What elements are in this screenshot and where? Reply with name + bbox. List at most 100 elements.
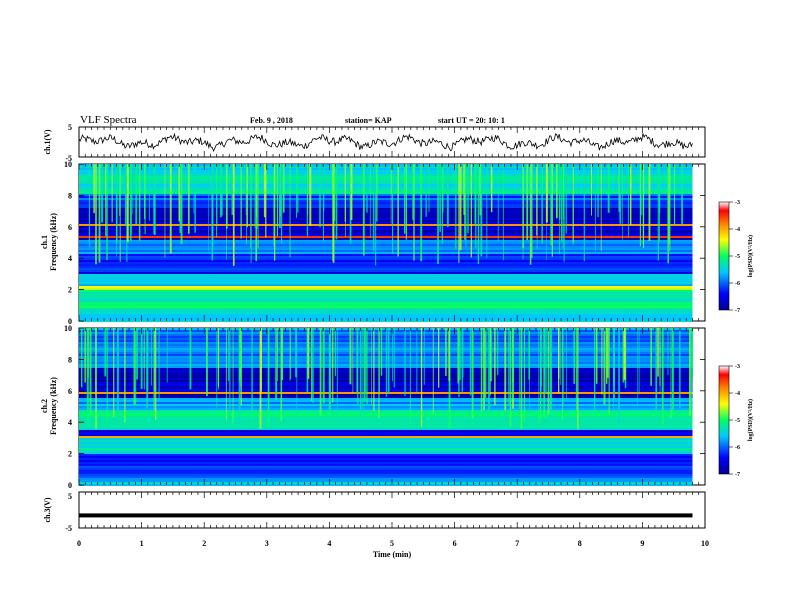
spectrogram-streak xyxy=(512,328,514,400)
spectrogram-row xyxy=(79,224,693,226)
spectrogram-streak xyxy=(541,164,543,244)
spectrogram-row xyxy=(79,216,693,218)
spectrogram-streak xyxy=(281,164,283,244)
spectrogram-streak xyxy=(595,328,598,384)
spectrogram-streak xyxy=(366,328,368,404)
spectrogram-streak xyxy=(387,328,390,394)
spectrogram-streak xyxy=(158,328,160,400)
ch1-colorbar: -3 -4 -5 -6 -7 log(PSD)(V²/Hz) xyxy=(718,200,754,314)
spectrogram-row xyxy=(79,364,693,366)
spectrogram-row xyxy=(79,178,693,180)
spectrogram-row xyxy=(79,198,693,200)
spectrogram-row xyxy=(79,474,693,476)
spectrogram-streak xyxy=(563,164,564,220)
spectrogram-row xyxy=(79,428,693,430)
spectrogram-row xyxy=(79,228,693,230)
spectrogram-streak xyxy=(455,164,457,250)
spectrogram-streak xyxy=(545,164,548,223)
spectrogram-streak xyxy=(613,328,615,400)
spectrogram-streak xyxy=(221,164,223,216)
spectrogram-row xyxy=(79,420,693,422)
spectrogram-streak xyxy=(416,328,418,393)
spectrogram-streak xyxy=(413,164,415,261)
spectrogram-streak xyxy=(282,164,285,213)
spectrogram-streak xyxy=(380,328,383,376)
colorbar-tick-label: -7 xyxy=(735,472,740,478)
spectrogram-row xyxy=(79,204,693,206)
spectrogram-streak xyxy=(256,164,258,229)
spectrogram-row xyxy=(79,400,693,402)
spectrogram-streak xyxy=(263,164,266,218)
spectrogram-streak xyxy=(130,164,132,234)
spectrogram-row xyxy=(79,234,693,236)
spectrogram-row xyxy=(79,270,693,272)
x-tick-label: 8 xyxy=(578,539,582,548)
spectrogram-row xyxy=(79,462,693,464)
spectrogram-streak xyxy=(446,164,449,227)
spectrogram-streak xyxy=(329,328,331,425)
spectrogram-streak xyxy=(151,328,152,386)
spectrogram-streak xyxy=(566,328,567,400)
spectrogram-row xyxy=(79,412,693,414)
x-tick-label: 5 xyxy=(390,539,394,548)
spectrogram-streak xyxy=(420,328,423,427)
spectrogram-streak xyxy=(523,328,526,422)
spectrogram-streak xyxy=(211,164,214,261)
spectrogram-row xyxy=(79,464,693,466)
spectrogram-row xyxy=(79,284,693,286)
spectrogram-streak xyxy=(591,164,592,216)
spectrogram-streak xyxy=(146,328,149,409)
ch2-spectrogram-panel: 0 2 4 6 8 10 ch.2 Frequency (kHz) xyxy=(40,324,706,490)
spectrogram-row xyxy=(79,268,693,270)
colorbar-tick-label: -3 xyxy=(735,364,740,370)
ch1-spec-ylabel-frequency: Frequency (kHz) xyxy=(49,213,58,271)
spectrogram-streak xyxy=(540,328,542,393)
spectrogram-streak xyxy=(497,328,499,376)
spectrogram-streak xyxy=(322,328,325,404)
spectrogram-streak xyxy=(464,164,466,240)
spectrogram-row xyxy=(79,190,693,192)
spectrogram-row xyxy=(79,414,693,416)
spectrogram-row xyxy=(79,360,693,362)
spectrogram-streak xyxy=(360,328,362,422)
ch1-ytick-top: 5 xyxy=(68,123,72,132)
spectrogram-row xyxy=(79,316,693,318)
spectrogram-streak xyxy=(458,164,460,263)
spectrogram-streak xyxy=(448,328,450,381)
spectrogram-streak xyxy=(520,328,523,429)
spectrogram-streak xyxy=(522,164,524,260)
spectrogram-streak xyxy=(655,328,658,426)
spectrogram-row xyxy=(79,266,693,268)
spectrogram-streak xyxy=(556,164,557,219)
spectrogram-row xyxy=(79,358,693,360)
spectrogram-row xyxy=(79,434,693,436)
spectrogram-row xyxy=(79,272,693,274)
spectrogram-row xyxy=(79,392,693,394)
spectrogram-row xyxy=(79,310,693,312)
spectrogram-streak xyxy=(260,328,262,392)
spectrogram-row xyxy=(79,170,693,172)
spectrogram-row xyxy=(79,252,693,254)
spectrogram-streak xyxy=(483,328,485,411)
spectrogram-row xyxy=(79,186,693,188)
spectrogram-streak xyxy=(497,164,499,241)
spectrogram-row xyxy=(79,300,693,302)
spectrogram-streak xyxy=(459,328,461,381)
spectrogram-row xyxy=(79,334,693,336)
spectrogram-streak xyxy=(669,164,671,252)
spectrogram-row xyxy=(79,346,693,348)
spectrogram-streak xyxy=(281,328,284,381)
spectrogram-row xyxy=(79,376,693,378)
spectrogram-row xyxy=(79,418,693,420)
spectrogram-streak xyxy=(228,328,230,381)
spectrogram-row xyxy=(79,176,693,178)
spectrogram-streak xyxy=(622,164,623,240)
spectrogram-streak xyxy=(562,328,563,421)
spectrogram-streak xyxy=(126,164,129,242)
spectrogram-streak xyxy=(216,328,218,408)
spectrogram-row xyxy=(79,236,693,238)
spectrogram-row xyxy=(79,402,693,404)
spectrogram-row xyxy=(79,194,693,196)
spectrogram-streak xyxy=(101,164,104,223)
spectrogram-streak xyxy=(113,328,115,417)
